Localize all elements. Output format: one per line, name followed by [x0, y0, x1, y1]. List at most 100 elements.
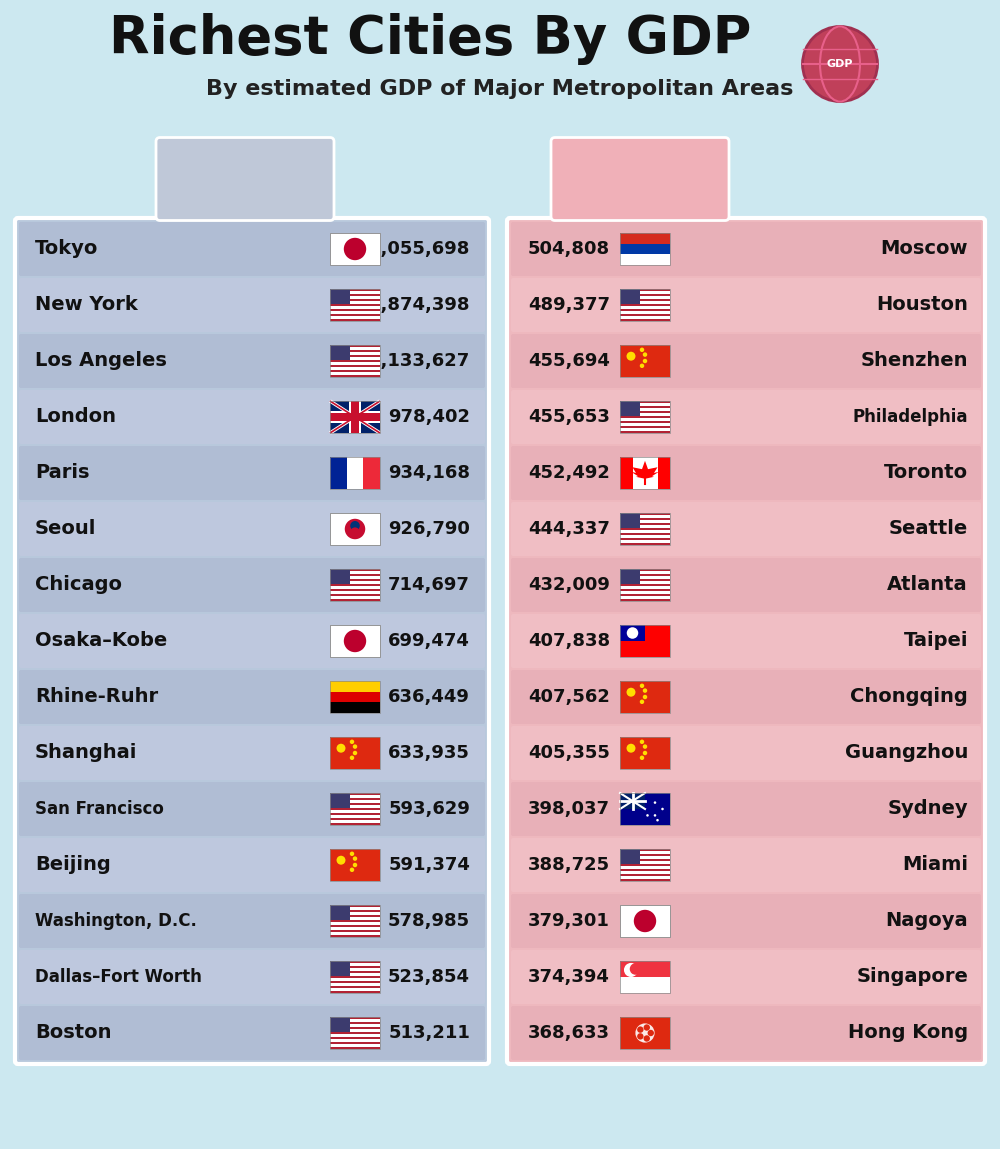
Bar	[620, 905, 670, 936]
FancyBboxPatch shape	[511, 446, 981, 500]
Text: Miami: Miami	[902, 856, 968, 874]
Bar	[330, 981, 380, 984]
Bar	[330, 702, 380, 714]
Bar	[330, 401, 380, 433]
Bar	[330, 793, 380, 825]
Bar	[620, 457, 670, 489]
Circle shape	[648, 1030, 654, 1036]
Bar	[620, 421, 670, 423]
Bar	[330, 1017, 350, 1032]
Bar	[620, 233, 670, 244]
Text: 432,009: 432,009	[528, 576, 610, 594]
Circle shape	[353, 750, 357, 755]
Bar	[330, 1034, 380, 1036]
Bar	[620, 457, 633, 489]
Text: 504,808: 504,808	[528, 240, 610, 259]
Bar	[620, 681, 670, 714]
Circle shape	[350, 851, 354, 856]
Bar	[330, 1027, 380, 1030]
Bar	[620, 533, 670, 535]
Bar	[330, 961, 380, 964]
Circle shape	[350, 520, 360, 531]
Bar	[330, 569, 380, 601]
Bar	[620, 1017, 670, 1049]
Text: Chicago: Chicago	[35, 576, 122, 594]
Bar	[330, 292, 380, 294]
Bar	[330, 961, 380, 993]
Bar	[620, 525, 670, 527]
Bar	[620, 411, 670, 414]
Bar	[620, 871, 670, 873]
Bar	[620, 538, 670, 540]
Circle shape	[627, 688, 635, 696]
Bar	[620, 294, 670, 296]
Text: 1,133,627: 1,133,627	[369, 352, 470, 370]
Circle shape	[640, 684, 644, 688]
Circle shape	[643, 745, 647, 749]
Circle shape	[640, 363, 644, 368]
Bar	[620, 1017, 670, 1049]
Text: 591,374: 591,374	[388, 856, 470, 874]
Bar	[620, 290, 640, 303]
Bar	[620, 254, 670, 265]
Bar	[620, 314, 670, 316]
FancyBboxPatch shape	[19, 222, 485, 276]
Bar	[330, 1047, 380, 1049]
Circle shape	[353, 745, 357, 749]
Bar	[330, 915, 380, 917]
Bar	[330, 984, 380, 986]
Text: 1,874,398: 1,874,398	[368, 296, 470, 314]
FancyBboxPatch shape	[15, 218, 489, 1064]
Bar	[620, 457, 670, 489]
Bar	[330, 401, 380, 433]
Bar	[620, 431, 670, 433]
FancyBboxPatch shape	[507, 218, 985, 1064]
FancyBboxPatch shape	[19, 950, 485, 1004]
FancyBboxPatch shape	[511, 558, 981, 612]
Bar	[330, 577, 380, 579]
Bar	[330, 294, 380, 296]
Bar	[330, 1030, 380, 1032]
Text: 407,562: 407,562	[528, 688, 610, 705]
Bar	[620, 309, 670, 311]
Circle shape	[643, 695, 647, 700]
Bar	[620, 569, 640, 584]
Bar	[330, 307, 380, 309]
Bar	[620, 961, 670, 977]
Circle shape	[344, 630, 366, 653]
Text: Toronto: Toronto	[884, 463, 968, 483]
Bar	[620, 625, 670, 657]
Bar	[363, 457, 380, 489]
Text: 2,055,698: 2,055,698	[369, 240, 470, 259]
Circle shape	[630, 963, 641, 974]
Bar	[330, 457, 380, 489]
Bar	[330, 1032, 380, 1034]
Bar	[620, 403, 670, 406]
Polygon shape	[355, 417, 380, 433]
Bar	[330, 290, 380, 292]
Circle shape	[640, 347, 644, 352]
Polygon shape	[330, 417, 355, 433]
Bar	[330, 1044, 380, 1047]
FancyBboxPatch shape	[511, 950, 981, 1004]
Bar	[620, 594, 670, 596]
Bar	[330, 793, 350, 808]
Bar	[330, 917, 380, 919]
Bar	[620, 879, 670, 881]
Circle shape	[350, 740, 354, 745]
Bar	[349, 401, 361, 433]
Bar	[620, 406, 670, 408]
Text: 405,355: 405,355	[528, 745, 610, 762]
Text: San Francisco: San Francisco	[35, 800, 164, 818]
Text: 513,211: 513,211	[388, 1024, 470, 1042]
Bar	[620, 401, 670, 403]
Bar	[330, 925, 380, 927]
FancyBboxPatch shape	[19, 670, 485, 724]
Text: Beijing: Beijing	[35, 856, 111, 874]
Bar	[330, 818, 380, 820]
Bar	[620, 579, 670, 581]
Text: 374,394: 374,394	[528, 967, 610, 986]
Bar	[620, 849, 670, 881]
Bar	[330, 976, 380, 978]
Bar	[330, 579, 380, 581]
